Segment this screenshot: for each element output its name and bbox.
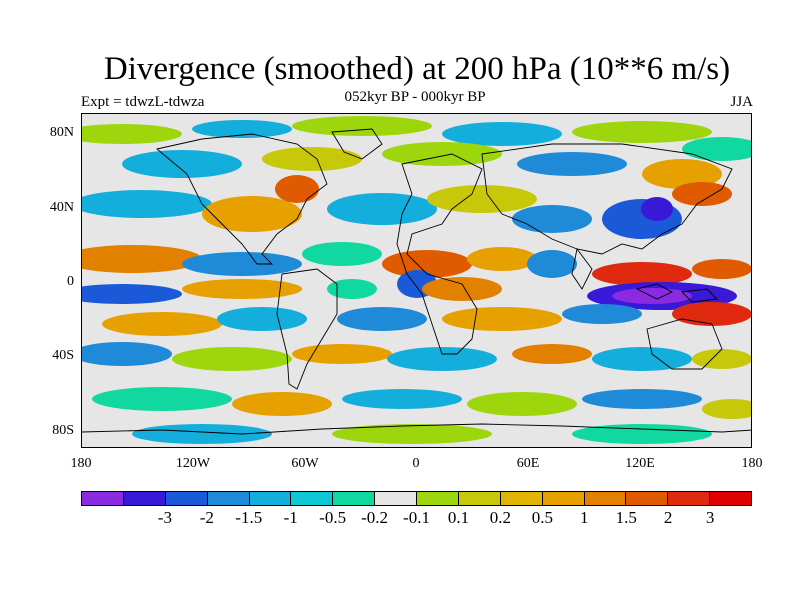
divergence-map (81, 113, 752, 448)
lon-label-120e: 120E (625, 456, 655, 471)
lat-label-80s: 80S (52, 423, 74, 438)
lat-label-40s: 40S (52, 348, 74, 363)
colorbar-box (333, 492, 376, 505)
colorbar-tick-label: -2 (199, 508, 214, 527)
lat-label-80n: 80N (49, 125, 74, 140)
colorbar-box (710, 492, 751, 505)
colorbar-box (500, 492, 543, 505)
colorbar-tick-label: 1.5 (615, 508, 637, 527)
colorbar-box (82, 492, 124, 505)
colorbar-tick-label: -1 (283, 508, 298, 527)
coastlines (82, 128, 751, 435)
colorbar-box (584, 492, 627, 505)
colorbar-box (207, 492, 250, 505)
colorbar-tick-label: 1 (580, 508, 589, 527)
colorbar-box (249, 492, 292, 505)
colorbar-box (668, 492, 711, 505)
colorbar-tick-label: -0.2 (361, 508, 389, 527)
colorbar-box (123, 492, 166, 505)
colorbar-box (542, 492, 585, 505)
lon-label-180e: 180 (741, 456, 763, 471)
colorbar-tick-label: -0.1 (403, 508, 430, 527)
lon-label-0: 0 (412, 456, 420, 471)
lon-label-180w: 180 (70, 456, 92, 471)
map-subtitle: 052kyr BP - 000kyr BP (344, 89, 486, 105)
colorbar-box (291, 492, 334, 505)
experiment-label: Expt = tdwzL-tdwza (81, 94, 205, 110)
colorbar-box (458, 492, 501, 505)
colorbar-tick-label: 2 (663, 508, 673, 527)
colorbar-tick-label: -0.5 (319, 508, 347, 527)
lon-label-60e: 60E (516, 456, 540, 471)
colorbar-tick-label: 0.1 (447, 508, 470, 527)
colorbar-box (626, 492, 669, 505)
colorbar-box (375, 492, 417, 505)
colorbar-box (165, 492, 208, 505)
field-shading (82, 116, 751, 444)
colorbar-tick-label: 0.2 (489, 508, 511, 527)
lat-label-40n: 40N (49, 200, 74, 215)
divergence-field (82, 114, 751, 447)
colorbar-box (417, 492, 459, 505)
colorbar (81, 491, 752, 506)
season-label: JJA (730, 94, 753, 110)
colorbar-tick-label: -1.5 (235, 508, 263, 527)
colorbar-tick-label: 3 (705, 508, 715, 527)
lon-label-120w: 120W (175, 456, 211, 471)
map-title: Divergence (smoothed) at 200 hPa (10**6 … (103, 51, 731, 87)
lat-label-0: 0 (67, 274, 74, 289)
lon-label-60w: 60W (291, 456, 319, 471)
colorbar-tick-label: 0.5 (531, 508, 553, 527)
colorbar-tick-label: -3 (157, 508, 172, 527)
